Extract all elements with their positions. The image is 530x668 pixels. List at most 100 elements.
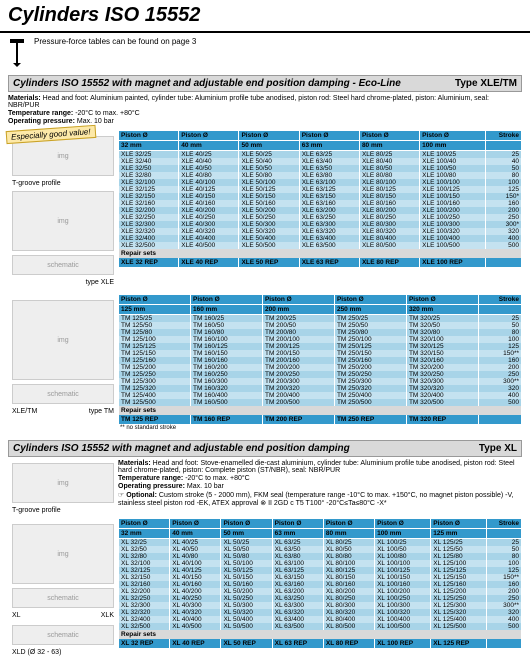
product-image: img (12, 191, 114, 251)
table-cell: XLE 80/40 (359, 158, 419, 165)
table-subheader: 50 mm (221, 529, 272, 539)
table-cell: XL 50/50 (221, 546, 272, 553)
table-cell: XL 125/125 (431, 567, 487, 574)
table-cell: TM 125/125 (119, 343, 191, 350)
table-row: TM 125/100TM 160/100TM 200/100TM 250/100… (119, 336, 522, 343)
product-image: schematic (12, 255, 114, 275)
product-image: schematic (12, 588, 114, 608)
table-cell: TM 250/300 (334, 378, 406, 385)
optional-text: Custom stroke (5 - 2000 mm), FKM seal (t… (118, 492, 513, 507)
table-row: XLE 32/300XLE 40/300XLE 50/300XLE 63/300… (119, 221, 522, 228)
table-cell: XL 80/50 (323, 546, 374, 553)
table-row: XLE 32/50XLE 40/50XLE 50/50XLE 63/50XLE … (119, 165, 522, 172)
table-cell: XL 40/25 (170, 539, 221, 547)
table-cell: XLE 100/160 (420, 200, 485, 207)
table-cell: XLE 32/320 (119, 228, 179, 235)
table-cell: TM 250/160 (334, 357, 406, 364)
repair-row: XLE 32 REPXLE 40 REPXLE 50 REPXLE 63 REP… (119, 258, 522, 267)
table-cell: XL 50/25 (221, 539, 272, 547)
table-cell: XL 40/50 (170, 546, 221, 553)
table-cell: XL 100/500 (375, 623, 431, 630)
table-cell: 150* (485, 193, 521, 200)
table-cell: XL 80/80 (323, 553, 374, 560)
table-cell: XLE 80/300 (359, 221, 419, 228)
table-cell: XL 63/160 (272, 581, 323, 588)
table-cell: XLE 63/160 (299, 200, 359, 207)
table-cell: XLE 50/25 (239, 151, 299, 159)
table-header: Piston Ø (221, 519, 272, 529)
table-row: XLE 32/160XLE 40/160XLE 50/160XLE 63/160… (119, 200, 522, 207)
image-column: img schematic XL XLK schematic XLD (Ø 32… (8, 518, 118, 660)
intro-block: Pressure-force tables can be found on pa… (0, 33, 530, 73)
table-row: TM 125/125TM 160/125TM 200/125TM 250/125… (119, 343, 522, 350)
table-cell: XLE 40/500 (179, 242, 239, 249)
table-cell: TM 160/200 (190, 364, 262, 371)
table-cell: XLE 50/50 (239, 165, 299, 172)
table-row: XL 32/300XL 40/300XL 50/300XL 63/300XL 8… (119, 602, 522, 609)
table-cell: XL 100/300 (375, 602, 431, 609)
table-cell: 100 (478, 336, 521, 343)
table-cell: 25 (485, 151, 521, 159)
table-cell: 500 (485, 242, 521, 249)
table-cell: XLE 40/250 (179, 214, 239, 221)
table-cell: XLE 40/80 (179, 172, 239, 179)
table-row: XLE 32/400XLE 40/400XLE 50/400XLE 63/400… (119, 235, 522, 242)
table-cell: XL 50/300 (221, 602, 272, 609)
section-head: Cylinders ISO 15552 with magnet and adju… (8, 440, 522, 457)
table-cell: TM 320/80 (406, 329, 478, 336)
table-header: Piston Ø (272, 519, 323, 529)
table-cell: XLE 100/320 (420, 228, 485, 235)
table-cell: XL 63/125 (272, 567, 323, 574)
table-cell: XLE 32/160 (119, 200, 179, 207)
section-type: Type XL (479, 443, 517, 454)
table-cell: XL 63/200 (272, 588, 323, 595)
table-cell: 400 (487, 616, 522, 623)
table-cell: XLE 100/40 (420, 158, 485, 165)
table-cell: TM 200/400 (262, 392, 334, 399)
table-cell: TM 125/150 (119, 350, 191, 357)
table-cell: TM 320/125 (406, 343, 478, 350)
product-image: img (12, 524, 114, 584)
section-xl: Cylinders ISO 15552 with magnet and adju… (8, 440, 522, 660)
section-type: Type XLE/TM (455, 78, 517, 89)
repair-row: TM 125 REPTM 160 REPTM 200 REPTM 250 REP… (119, 415, 522, 424)
product-image: schematic (12, 384, 114, 404)
table-cell: XL 32/250 (119, 595, 170, 602)
repair-cell (485, 258, 521, 267)
table-cell: TM 250/100 (334, 336, 406, 343)
table-cell: XLE 50/500 (239, 242, 299, 249)
table-cell: XL 125/300 (431, 602, 487, 609)
table-header: Piston Ø (190, 295, 262, 305)
table-cell: TM 125/25 (119, 315, 191, 323)
table-cell: XLE 40/50 (179, 165, 239, 172)
table-cell: XLE 32/500 (119, 242, 179, 249)
table-cell: XL 50/200 (221, 588, 272, 595)
table-cell: XLE 50/125 (239, 186, 299, 193)
table-cell: XLE 63/25 (299, 151, 359, 159)
table-subheader: 40 mm (170, 529, 221, 539)
table-cell: XLE 50/200 (239, 207, 299, 214)
table-row: TM 125/50TM 160/50TM 200/50TM 250/50TM 3… (119, 322, 522, 329)
repair-cell: TM 160 REP (190, 415, 262, 424)
caption-type-tm: type TM (89, 408, 114, 415)
table-cell: XL 32/500 (119, 623, 170, 630)
table-cell: XL 32/200 (119, 588, 170, 595)
repair-cell: XL 63 REP (272, 639, 323, 648)
data-table-xle: Piston ØPiston ØPiston ØPiston ØPiston Ø… (118, 130, 522, 267)
table-cell: XLE 40/25 (179, 151, 239, 159)
table-cell: TM 160/100 (190, 336, 262, 343)
table-cell: 80 (478, 329, 521, 336)
table-cell: TM 250/80 (334, 329, 406, 336)
product-image: schematic (12, 625, 114, 645)
table-cell: 250 (487, 595, 522, 602)
section-title: Cylinders ISO 15552 with magnet and adju… (13, 78, 401, 89)
table-subheader: 250 mm (334, 305, 406, 315)
caption-tgroove: T-groove profile (12, 180, 114, 187)
table-cell: XLE 63/200 (299, 207, 359, 214)
table-cell: TM 160/50 (190, 322, 262, 329)
table-cell: XL 50/320 (221, 609, 272, 616)
table-cell: XL 100/50 (375, 546, 431, 553)
table-cell: TM 125/320 (119, 385, 191, 392)
table-cell: XL 32/150 (119, 574, 170, 581)
table-header: Piston Ø (420, 131, 485, 141)
